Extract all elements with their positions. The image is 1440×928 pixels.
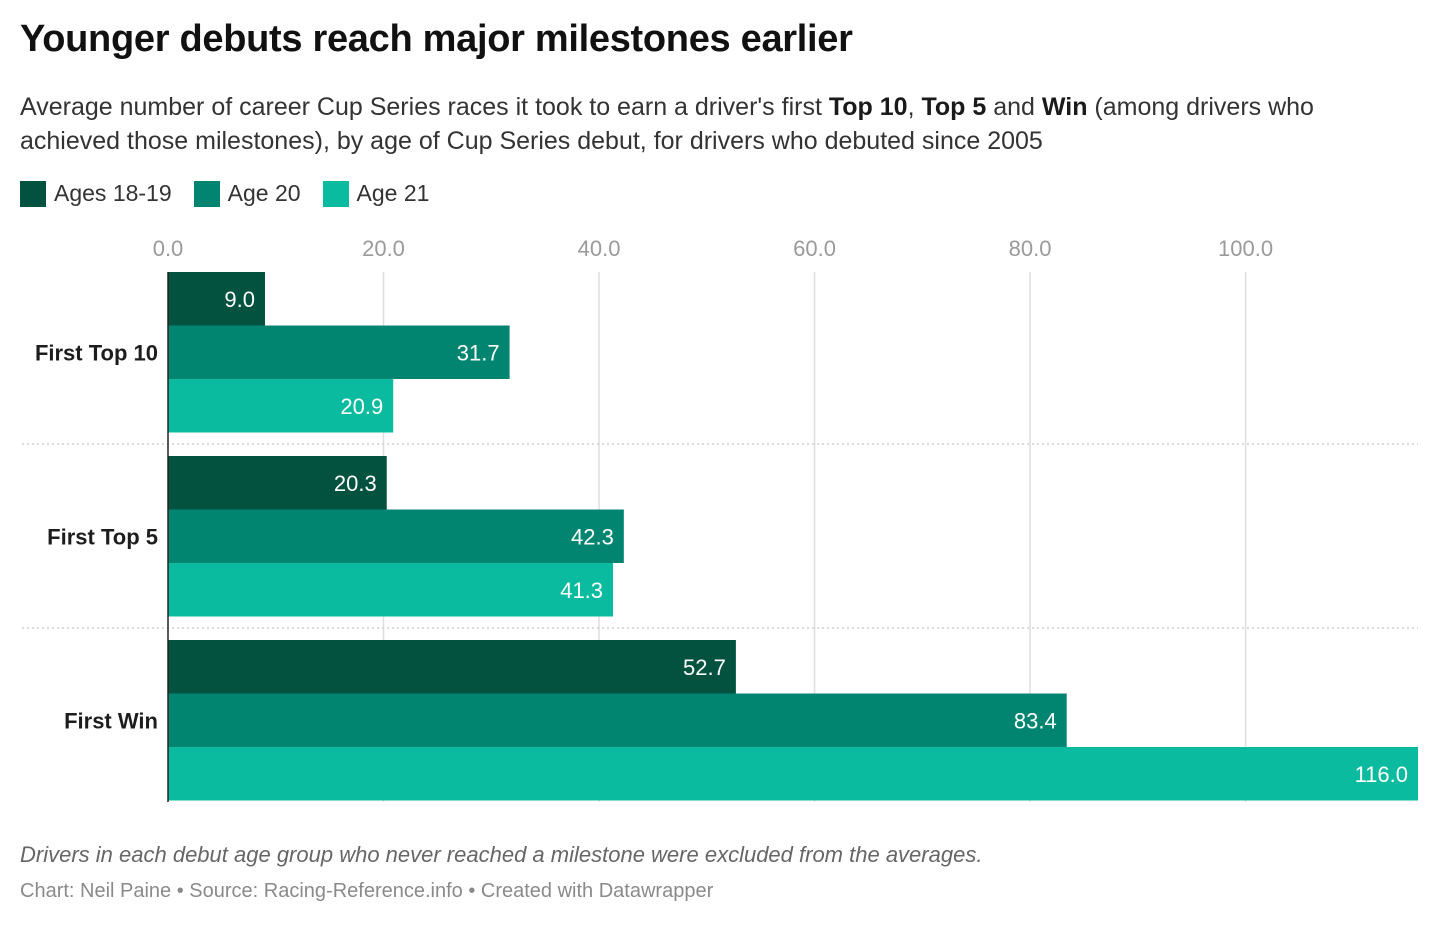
- bar: [168, 640, 736, 694]
- legend-swatch: [193, 180, 220, 207]
- bar: [168, 693, 1067, 747]
- data-label: 9.0: [224, 287, 255, 312]
- subtitle-text: ,: [907, 93, 922, 121]
- data-label: 20.3: [334, 471, 377, 496]
- category-label: First Win: [64, 708, 158, 733]
- chart-footnote: Drivers in each debut age group who neve…: [20, 842, 983, 867]
- x-tick-label: 0.0: [153, 236, 184, 261]
- x-tick-label: 100.0: [1218, 236, 1273, 261]
- subtitle-text: and: [986, 93, 1042, 121]
- subtitle-text: Average number of career Cup Series race…: [20, 93, 829, 121]
- x-tick-label: 80.0: [1009, 236, 1052, 261]
- x-tick-label: 60.0: [793, 236, 836, 261]
- chart-subtitle: Average number of career Cup Series race…: [20, 90, 1410, 158]
- legend-swatch: [20, 180, 46, 207]
- bar: [168, 325, 510, 379]
- legend-item-age-20: Age 20: [193, 180, 301, 207]
- bar: [168, 509, 624, 563]
- chart-legend: Ages 18-19 Age 20 Age 21: [20, 180, 429, 207]
- bar: [168, 456, 387, 510]
- bar: [168, 272, 265, 326]
- legend-item-ages-18-19: Ages 18-19: [20, 180, 172, 207]
- subtitle-bold-win: Win: [1041, 93, 1088, 121]
- data-label: 31.7: [457, 340, 500, 365]
- category-label: First Top 5: [47, 524, 158, 549]
- data-label: 52.7: [683, 655, 726, 680]
- x-tick-label: 20.0: [362, 236, 405, 261]
- bar: [168, 747, 1418, 801]
- data-label: 42.3: [571, 524, 614, 549]
- subtitle-bold-top10: Top 10: [828, 93, 908, 121]
- chart-credit: Chart: Neil Paine • Source: Racing-Refer…: [20, 880, 714, 902]
- legend-item-age-21: Age 21: [322, 180, 430, 207]
- legend-label: Age 21: [356, 180, 430, 206]
- data-label: 41.3: [560, 578, 603, 603]
- legend-label: Age 20: [227, 180, 301, 206]
- x-tick-label: 40.0: [578, 236, 621, 261]
- subtitle-bold-top5: Top 5: [921, 93, 987, 121]
- legend-swatch: [322, 180, 349, 207]
- legend-label: Ages 18-19: [54, 180, 172, 206]
- bar: [168, 563, 614, 617]
- bar: [168, 379, 394, 433]
- data-label: 83.4: [1014, 708, 1057, 733]
- data-label: 20.9: [340, 394, 383, 419]
- data-label: 116.0: [1355, 762, 1408, 787]
- category-label: First Top 10: [35, 340, 158, 365]
- chart-title: Younger debuts reach major milestones ea…: [20, 18, 853, 60]
- subtitle-text: (among drivers who achieved those milest…: [20, 93, 1314, 155]
